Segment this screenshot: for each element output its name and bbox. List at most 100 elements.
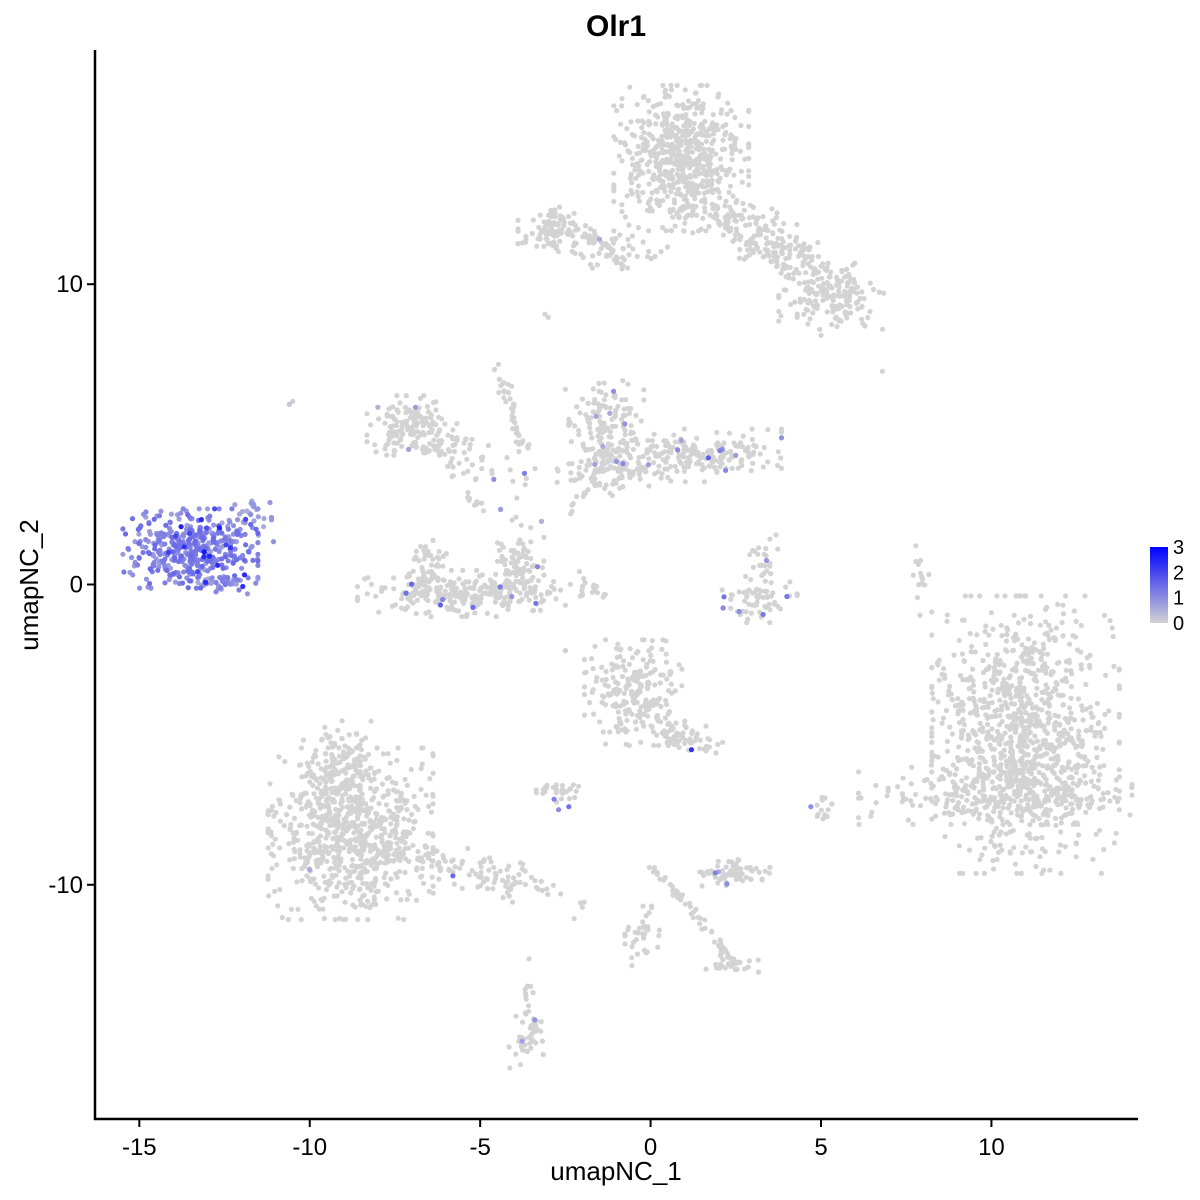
data-point: [450, 427, 456, 433]
data-point: [430, 801, 436, 807]
data-point: [641, 130, 647, 136]
data-point: [680, 453, 686, 459]
data-point: [633, 413, 639, 419]
data-point: [1068, 726, 1074, 732]
data-point: [977, 789, 983, 795]
data-point: [376, 851, 382, 857]
data-point: [474, 499, 480, 505]
data-point: [1063, 812, 1069, 818]
data-point: [511, 404, 517, 410]
data-point: [988, 610, 995, 616]
data-point: [579, 584, 586, 590]
data-point: [1040, 651, 1046, 657]
data-point: [809, 257, 815, 263]
data-point: [815, 239, 821, 246]
data-point: [507, 1065, 513, 1071]
data-point: [469, 462, 475, 468]
data-point: [627, 149, 633, 156]
data-point: [454, 591, 460, 597]
data-point: [589, 435, 595, 441]
data-point: [442, 588, 448, 594]
data-point: [763, 235, 769, 241]
data-point: [1065, 731, 1071, 737]
data-point: [433, 563, 439, 569]
data-point: [572, 794, 578, 801]
data-point: [1003, 638, 1010, 644]
data-point: [966, 847, 973, 853]
data-point: [1032, 711, 1039, 718]
data-point: [726, 430, 733, 436]
data-point: [746, 182, 752, 188]
data-point: [418, 593, 424, 599]
data-point: [778, 270, 784, 276]
data-point: [900, 775, 906, 781]
data-point: [971, 777, 977, 783]
data-point: [787, 579, 793, 585]
data-point: [1106, 708, 1112, 714]
data-point: [412, 419, 418, 425]
data-point: [486, 855, 493, 861]
data-point: [1087, 662, 1093, 669]
data-point: [646, 181, 652, 187]
data-point: [815, 811, 821, 817]
data-point: [820, 816, 826, 822]
data-point: [640, 903, 646, 909]
data-point: [1063, 805, 1069, 811]
data-point: [549, 240, 556, 246]
data-point: [286, 841, 292, 847]
data-point: [1002, 647, 1009, 653]
data-point: [538, 228, 545, 234]
data-point: [506, 863, 512, 869]
data-point: [601, 592, 607, 598]
data-point: [514, 495, 520, 501]
data-point: [652, 450, 658, 456]
data-point: [1027, 835, 1033, 841]
data-point: [277, 818, 283, 824]
data-point: [1000, 805, 1006, 811]
data-point: [806, 290, 812, 296]
data-point: [1078, 622, 1084, 629]
data-point: [703, 723, 709, 729]
data-point: [723, 450, 729, 456]
data-point: [1044, 651, 1050, 657]
data-point: [1043, 807, 1049, 813]
data-point: [1049, 792, 1055, 798]
data-point: [642, 700, 649, 706]
data-point: [713, 965, 720, 971]
data-point: [1073, 821, 1079, 827]
data-point: [520, 547, 527, 553]
data-point: [915, 561, 922, 568]
data-point: [749, 426, 755, 432]
data-point: [378, 859, 384, 866]
data-point: [728, 108, 734, 114]
data-point: [514, 588, 520, 594]
data-point: [626, 742, 632, 749]
data-point: [611, 478, 618, 484]
data-point: [669, 121, 675, 127]
data-point: [361, 820, 368, 827]
data-point: [620, 663, 626, 670]
data-point: [646, 483, 652, 489]
data-point: [633, 175, 639, 181]
data-point: [742, 598, 748, 604]
data-point: [421, 393, 427, 399]
data-point: [867, 280, 873, 286]
data-point: [1014, 660, 1020, 667]
data-point: [717, 876, 723, 883]
data-point: [753, 865, 759, 871]
data-point: [268, 833, 274, 839]
data-point: [955, 800, 962, 806]
data-point: [681, 426, 688, 432]
data-point: [746, 109, 752, 115]
data-point: [687, 736, 693, 742]
data-point: [735, 857, 741, 863]
data-point: [705, 736, 711, 742]
data-point: [646, 109, 652, 115]
data-point: [310, 807, 316, 813]
data-point: [668, 228, 674, 234]
data-point: [985, 700, 991, 707]
data-point: [750, 547, 756, 554]
data-point: [331, 829, 338, 836]
data-point: [1094, 700, 1100, 707]
data-point: [1026, 712, 1033, 719]
